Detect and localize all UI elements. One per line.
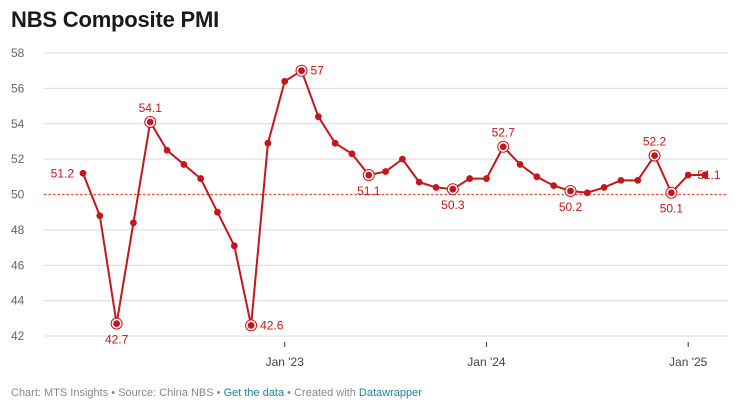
y-tick-label: 42 bbox=[11, 329, 25, 343]
data-point[interactable] bbox=[331, 139, 339, 147]
data-point[interactable] bbox=[567, 187, 574, 195]
x-tick-label: Jan '23 bbox=[266, 355, 305, 369]
data-point[interactable] bbox=[79, 169, 87, 177]
y-tick-label: 56 bbox=[11, 81, 25, 95]
data-point[interactable] bbox=[449, 185, 457, 193]
get-data-link[interactable]: Get the data bbox=[223, 387, 285, 399]
data-label: 50.2 bbox=[559, 200, 583, 214]
data-point[interactable] bbox=[634, 176, 642, 184]
y-tick-label: 54 bbox=[11, 117, 25, 131]
data-point[interactable] bbox=[130, 219, 137, 227]
created-with-text: Created with bbox=[294, 387, 356, 399]
data-label: 52.7 bbox=[492, 126, 516, 140]
series-line bbox=[82, 69, 705, 327]
data-labels-layer: 51.2 42.7 54.1 42.6 57 51.1 50.3 52.7 50.2 52.2 50… bbox=[51, 64, 721, 347]
data-point[interactable] bbox=[247, 321, 255, 329]
data-label: 52.2 bbox=[643, 135, 667, 149]
x-tick-label: Jan '24 bbox=[467, 355, 506, 369]
footer-separator: • bbox=[216, 387, 221, 399]
x-axis-ticks: Jan '23 Jan '24 Jan '25 bbox=[266, 342, 708, 369]
data-point[interactable] bbox=[230, 242, 238, 250]
data-label: 54.1 bbox=[139, 101, 163, 115]
series-line-layer bbox=[82, 69, 705, 327]
data-point[interactable] bbox=[180, 161, 188, 168]
data-point[interactable] bbox=[146, 118, 154, 126]
data-point[interactable] bbox=[365, 171, 373, 179]
data-point[interactable] bbox=[516, 161, 524, 168]
y-tick-label: 46 bbox=[11, 258, 25, 272]
datawrapper-link[interactable]: Datawrapper bbox=[358, 387, 422, 399]
data-point[interactable] bbox=[163, 146, 171, 154]
data-label: 50.1 bbox=[660, 202, 684, 216]
footer-separator: • bbox=[287, 387, 292, 399]
data-points-layer bbox=[79, 64, 709, 332]
data-point[interactable] bbox=[667, 189, 675, 197]
y-tick-label: 58 bbox=[11, 46, 25, 60]
data-point[interactable] bbox=[382, 168, 389, 175]
data-point[interactable] bbox=[348, 150, 356, 158]
data-point[interactable] bbox=[281, 77, 289, 85]
data-point[interactable] bbox=[651, 152, 658, 159]
data-point[interactable] bbox=[617, 176, 625, 184]
y-tick-label: 48 bbox=[11, 223, 25, 237]
data-point[interactable] bbox=[298, 67, 305, 75]
chart-title: NBS Composite PMI bbox=[11, 7, 220, 32]
data-point[interactable] bbox=[483, 175, 490, 182]
data-point[interactable] bbox=[415, 178, 423, 186]
data-label: 57 bbox=[311, 64, 325, 78]
data-point[interactable] bbox=[499, 143, 507, 151]
data-label: 42.7 bbox=[105, 333, 129, 347]
data-point[interactable] bbox=[550, 182, 558, 190]
grid-layer: 42 44 46 48 50 52 54 56 58 bbox=[11, 46, 728, 343]
data-point[interactable] bbox=[96, 212, 104, 220]
data-label: 42.6 bbox=[260, 318, 284, 332]
data-point[interactable] bbox=[399, 155, 406, 163]
chart-footer: Chart: MTS Insights • Source: China NBS … bbox=[11, 387, 422, 399]
data-point[interactable] bbox=[113, 320, 121, 328]
data-label: 51.2 bbox=[51, 166, 75, 180]
data-point[interactable] bbox=[432, 184, 440, 191]
x-tick-label: Jan '25 bbox=[669, 355, 708, 369]
data-point[interactable] bbox=[701, 171, 709, 179]
data-point[interactable] bbox=[583, 189, 591, 197]
data-point[interactable] bbox=[684, 171, 692, 179]
chart-credit: Chart: MTS Insights bbox=[11, 387, 109, 399]
data-label: 51.1 bbox=[357, 184, 381, 198]
data-point[interactable] bbox=[197, 175, 205, 182]
data-point[interactable] bbox=[314, 113, 322, 121]
data-point[interactable] bbox=[264, 139, 272, 147]
source-credit: Source: China NBS bbox=[118, 387, 214, 399]
data-point[interactable] bbox=[466, 175, 474, 182]
data-point[interactable] bbox=[214, 208, 221, 216]
data-label: 51.1 bbox=[697, 168, 721, 182]
y-tick-label: 44 bbox=[11, 294, 25, 308]
data-point[interactable] bbox=[533, 173, 541, 181]
data-label: 50.3 bbox=[441, 198, 465, 212]
y-tick-label: 52 bbox=[11, 152, 25, 166]
data-point[interactable] bbox=[600, 184, 608, 191]
y-tick-label: 50 bbox=[11, 188, 25, 202]
footer-separator: • bbox=[111, 387, 116, 399]
